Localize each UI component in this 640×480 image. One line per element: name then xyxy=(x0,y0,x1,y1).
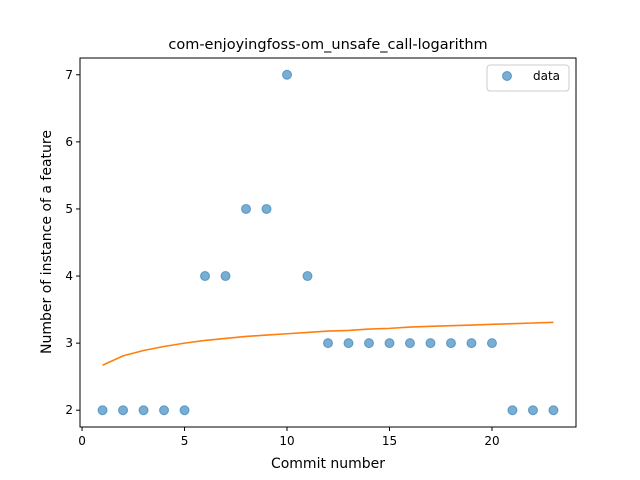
plot-frame xyxy=(79,57,577,428)
y-tick-label: 4 xyxy=(65,269,73,283)
y-tick-label: 7 xyxy=(65,68,73,82)
data-point xyxy=(466,338,477,349)
fit-line xyxy=(102,321,554,367)
data-point xyxy=(425,338,436,349)
data-point xyxy=(118,405,129,416)
data-point xyxy=(384,338,395,349)
y-axis: 2 3 4 5 6 7 xyxy=(65,68,80,417)
legend-label: data xyxy=(533,69,560,83)
data-point xyxy=(241,203,252,214)
chart-title: com-enjoyingfoss-om_unsafe_call-logarith… xyxy=(168,37,487,53)
legend: data xyxy=(486,64,570,92)
x-tick-label: 0 xyxy=(78,434,86,448)
x-tick-label: 10 xyxy=(279,434,294,448)
y-tick-label: 6 xyxy=(65,135,73,149)
data-point xyxy=(363,338,374,349)
x-tick-label: 20 xyxy=(484,434,499,448)
data-point xyxy=(548,405,559,416)
x-axis-label: Commit number xyxy=(271,456,385,472)
legend-marker xyxy=(502,71,512,81)
data-point xyxy=(323,338,333,349)
data-point xyxy=(343,338,354,349)
x-tick-label: 15 xyxy=(382,434,397,448)
y-tick-label: 3 xyxy=(65,336,73,350)
data-point xyxy=(97,405,108,416)
data-point xyxy=(159,405,170,416)
data-point xyxy=(220,271,231,282)
data-point xyxy=(302,271,313,282)
y-tick-label: 2 xyxy=(65,403,73,417)
y-axis-label: Number of instance of a feature xyxy=(39,130,55,354)
data-point xyxy=(261,203,272,214)
y-tick-label: 5 xyxy=(65,202,73,216)
plot-area xyxy=(97,69,559,416)
x-axis: 0 5 10 15 20 xyxy=(78,427,500,448)
data-point xyxy=(445,338,456,349)
x-tick-label: 5 xyxy=(181,434,189,448)
data-point xyxy=(404,338,415,349)
data-point xyxy=(527,405,538,416)
data-point xyxy=(486,338,497,349)
data-point xyxy=(507,405,518,416)
data-point xyxy=(138,405,149,416)
data-point xyxy=(282,69,293,80)
data-point xyxy=(179,405,190,416)
data-point xyxy=(200,271,211,282)
